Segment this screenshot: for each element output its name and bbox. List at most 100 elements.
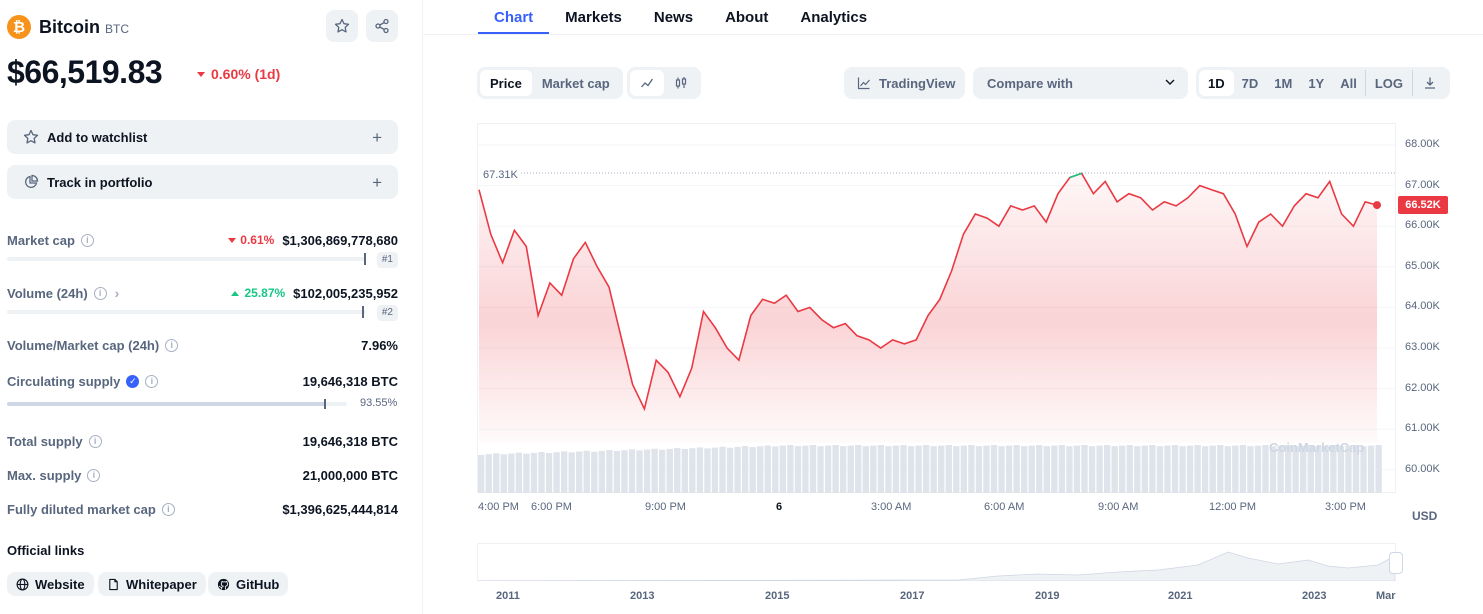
tab-markets[interactable]: Markets <box>565 9 622 26</box>
verified-check-icon: ✓ <box>126 374 140 388</box>
chevron-right-icon[interactable]: › <box>114 285 120 301</box>
info-icon[interactable]: i <box>80 233 94 247</box>
volume-bar <box>983 445 990 493</box>
market-cap-toggle-option[interactable]: Market cap <box>541 75 610 91</box>
range-all[interactable]: All <box>1340 75 1357 91</box>
volume-bar <box>1254 445 1262 493</box>
volume-bar <box>1202 446 1209 493</box>
y-tick-label: 67.00K <box>1405 178 1440 191</box>
volume-bar <box>493 453 500 493</box>
info-icon[interactable]: i <box>93 286 107 300</box>
tab-news[interactable]: News <box>653 9 694 26</box>
website-link[interactable]: Website <box>7 572 94 596</box>
volume-bar <box>666 448 673 493</box>
volume-bar <box>1126 445 1133 493</box>
x-tick-label: 12:00 PM <box>1209 501 1257 513</box>
volume-bar <box>1277 445 1284 493</box>
y-tick-label: 60.00K <box>1405 462 1440 475</box>
coin-name: Bitcoin <box>39 16 100 37</box>
price-toggle-option[interactable]: Price <box>480 70 532 96</box>
volume-bar <box>621 450 628 493</box>
volume-bar <box>779 445 787 493</box>
navigator-handle[interactable] <box>1389 552 1403 574</box>
tradingview-chart-icon <box>857 77 870 90</box>
github-link[interactable]: GitHub <box>208 572 289 596</box>
log-scale-toggle[interactable]: LOG <box>1364 70 1412 96</box>
navigator-tick-label: 2023 <box>1302 590 1327 602</box>
tradingview-button[interactable]: TradingView <box>844 67 965 99</box>
market-cap-row: Market cap i 0.61% $1,306,869,778,680 <box>7 231 398 249</box>
info-icon[interactable]: i <box>87 468 101 482</box>
volume-market-cap-label: Volume/Market cap (24h) <box>7 337 160 353</box>
down-arrow-icon <box>228 237 237 243</box>
share-button[interactable] <box>366 10 398 42</box>
info-icon[interactable]: i <box>145 374 159 388</box>
range-1d[interactable]: 1D <box>1199 70 1234 96</box>
currency-label: USD <box>1412 509 1438 523</box>
x-tick-label: 3:00 AM <box>871 501 912 513</box>
tab-chart[interactable]: Chart <box>478 0 550 34</box>
volume-bar <box>530 452 538 493</box>
y-tick-label: 65.00K <box>1405 259 1440 272</box>
volume-bar <box>907 446 915 493</box>
volume-bar <box>1292 446 1299 493</box>
bitcoin-logo-icon: ₿ <box>7 15 31 39</box>
price-change-1d: 0.60% (1d) <box>197 66 280 82</box>
range-1y[interactable]: 1Y <box>1308 75 1325 91</box>
tab-analytics[interactable]: Analytics <box>800 9 868 26</box>
volume-bar <box>500 454 507 493</box>
volume-bar <box>953 446 960 493</box>
volume-bar <box>1051 445 1058 493</box>
add-to-watchlist-button[interactable]: Add to watchlist + <box>7 120 398 154</box>
track-in-portfolio-button[interactable]: Track in portfolio + <box>7 165 398 199</box>
volume-bar <box>1179 446 1186 493</box>
volume-bar <box>485 454 492 493</box>
circulating-supply-percent: 93.55% <box>360 397 398 409</box>
volume-bar <box>538 452 545 493</box>
circulating-supply-label: Circulating supply <box>7 373 121 389</box>
range-7d[interactable]: 7D <box>1241 75 1259 91</box>
volume-bar <box>1315 446 1322 493</box>
fully-diluted-label: Fully diluted market cap <box>7 501 156 517</box>
whitepaper-link[interactable]: Whitepaper <box>98 572 206 596</box>
volume-bar <box>1262 445 1269 493</box>
coin-header: ₿ Bitcoin BTC <box>7 14 129 40</box>
line-chart-option[interactable] <box>630 70 664 96</box>
info-icon[interactable]: i <box>161 502 175 516</box>
range-1m[interactable]: 1M <box>1274 75 1293 91</box>
download-button[interactable] <box>1412 70 1447 96</box>
circulating-supply-bar <box>7 399 347 409</box>
volume-bar <box>651 448 658 493</box>
line-chart-icon <box>641 78 654 88</box>
volume-bar <box>930 446 937 493</box>
volume-bar <box>560 451 568 493</box>
volume-bar <box>1066 446 1073 493</box>
volume-bar <box>809 445 817 493</box>
volume-bar <box>628 449 636 493</box>
down-arrow-icon <box>197 71 205 77</box>
volume-bar <box>1337 446 1345 493</box>
volume-bar <box>689 448 696 493</box>
total-supply-label: Total supply <box>7 433 83 449</box>
info-icon[interactable]: i <box>165 338 179 352</box>
volume-bar <box>636 450 643 493</box>
candlestick-option[interactable] <box>664 70 698 96</box>
volume-bar <box>696 447 704 493</box>
document-icon <box>109 578 118 590</box>
info-icon[interactable]: i <box>88 434 102 448</box>
coin-symbol: BTC <box>105 21 129 36</box>
navigator-tick-label: 2013 <box>630 590 655 602</box>
price-chart[interactable]: CoinMarketCap <box>477 123 1397 494</box>
volume-bar <box>659 449 666 493</box>
compare-with-dropdown[interactable]: Compare with <box>973 67 1188 99</box>
volume-bar <box>613 451 621 493</box>
volume-label: Volume (24h) <box>7 285 88 301</box>
volume-bar <box>847 445 854 493</box>
star-button[interactable] <box>326 10 358 42</box>
volume-bar <box>1345 445 1352 493</box>
tab-about[interactable]: About <box>725 9 769 26</box>
circulating-supply-fill <box>7 402 326 406</box>
navigator-tick-label: 2021 <box>1168 590 1193 602</box>
volume-bar <box>787 445 794 493</box>
compare-with-label: Compare with <box>987 75 1073 91</box>
